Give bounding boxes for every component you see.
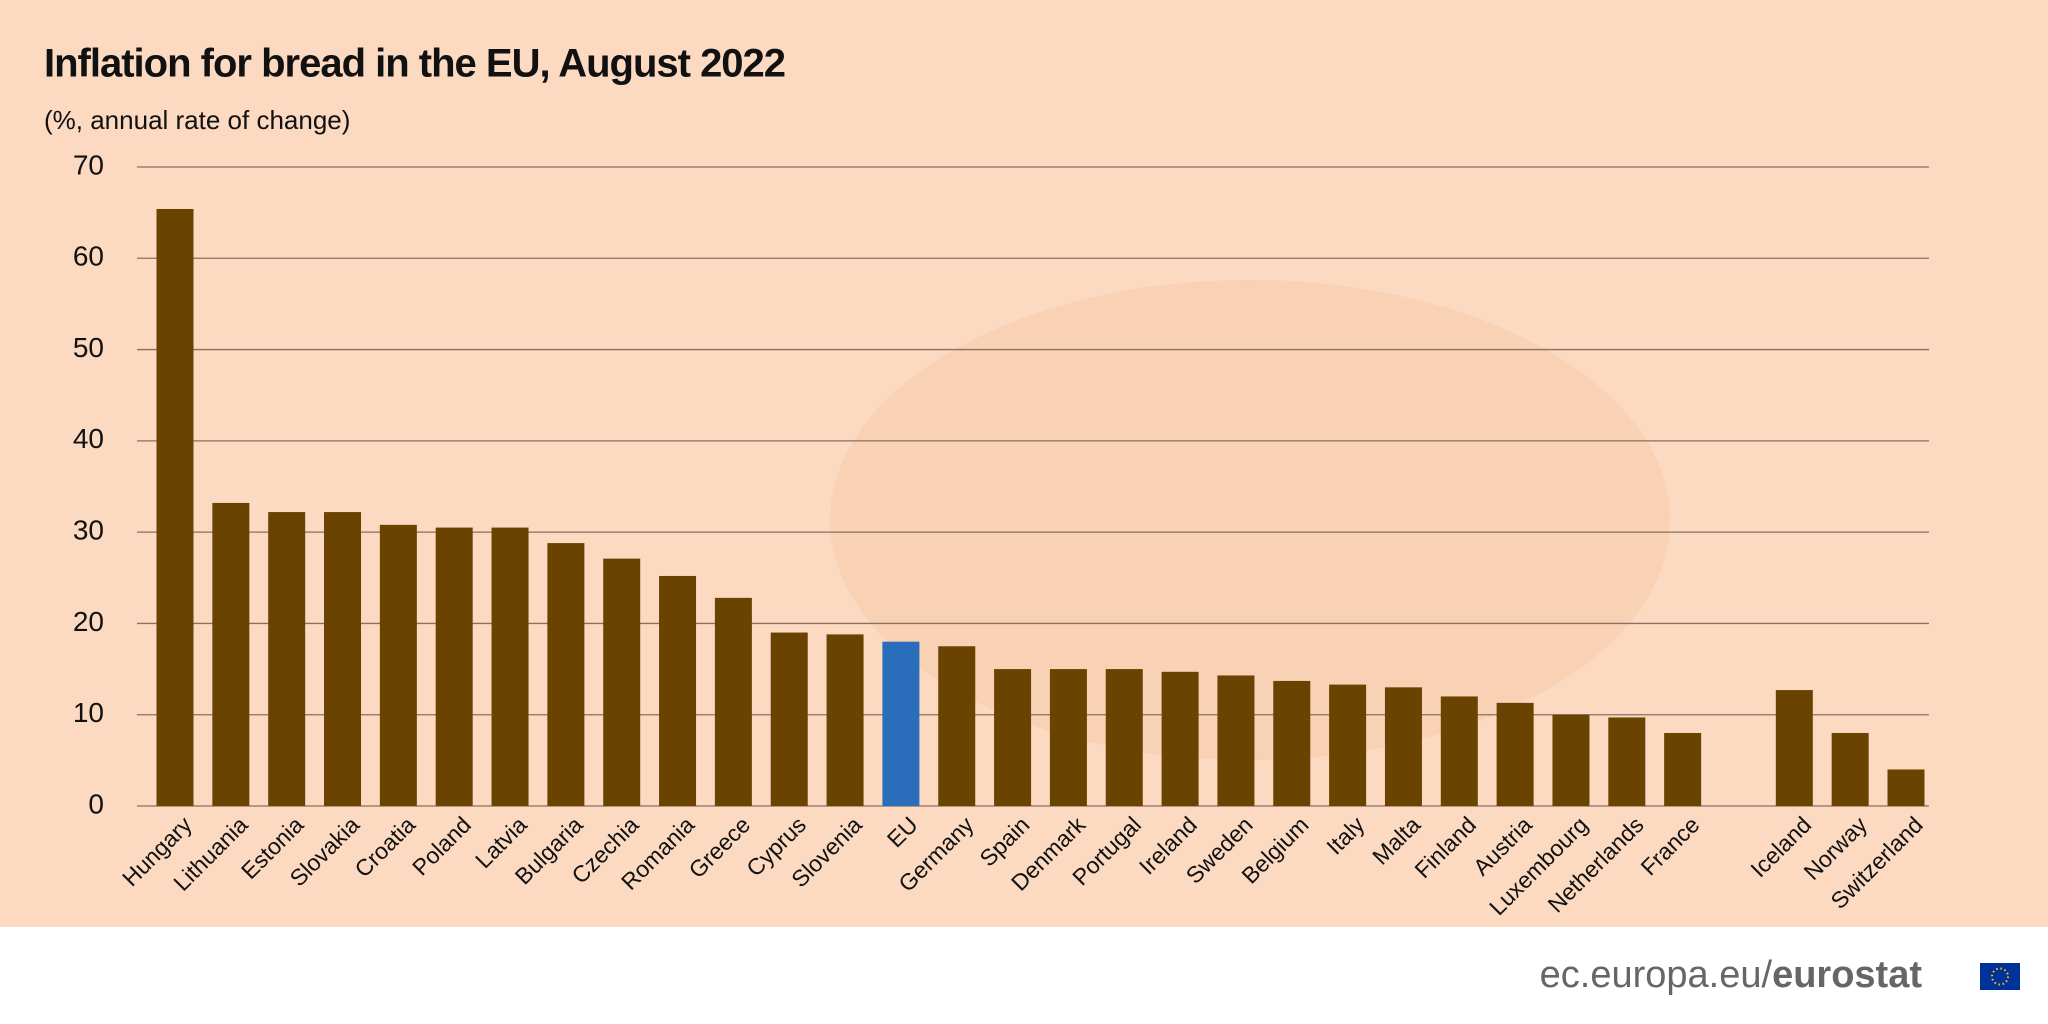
- bar: [1664, 732, 1702, 806]
- bar: [1831, 732, 1869, 806]
- y-tick-label: 20: [73, 606, 104, 637]
- bar: [379, 524, 417, 806]
- bar: [491, 527, 529, 806]
- bar: [1775, 690, 1813, 806]
- bar: [1329, 684, 1367, 806]
- bar: [212, 502, 250, 806]
- bar: [938, 646, 976, 806]
- y-tick-label: 40: [73, 423, 104, 454]
- bar: [826, 634, 864, 806]
- bar: [1608, 717, 1646, 806]
- bar: [659, 575, 697, 806]
- bar: [1496, 702, 1534, 806]
- y-tick-label: 70: [73, 149, 104, 180]
- bar: [268, 512, 306, 806]
- bar: [547, 543, 585, 806]
- bar: [994, 669, 1032, 806]
- bar: [714, 597, 752, 806]
- eu-flag-stars: [1991, 967, 2009, 986]
- bar: [1049, 669, 1087, 806]
- bar: [1887, 769, 1925, 806]
- bar: [1552, 714, 1590, 806]
- bar: [435, 527, 473, 806]
- y-tick-label: 50: [73, 332, 104, 363]
- chart-title: Inflation for bread in the EU, August 20…: [44, 42, 785, 86]
- y-tick-label: 60: [73, 241, 104, 272]
- footer-brand: eurostat: [1772, 954, 1922, 996]
- footer-text: ec.europa.eu/eurostat: [1540, 954, 1923, 996]
- chart-subtitle: (%, annual rate of change): [44, 105, 350, 135]
- bar: [324, 512, 362, 806]
- bar: [882, 641, 920, 806]
- y-tick-label: 30: [73, 515, 104, 546]
- background-illustration: [830, 280, 1670, 760]
- footer-url: ec.europa.eu/: [1540, 954, 1773, 996]
- bar: [1273, 680, 1311, 806]
- bar: [1440, 696, 1478, 806]
- bar: [770, 632, 808, 806]
- bar: [1217, 675, 1255, 806]
- bar: [156, 208, 194, 806]
- y-tick-label: 0: [88, 788, 104, 819]
- bar: [1105, 669, 1143, 806]
- bar: [1384, 687, 1422, 806]
- bar: [1161, 671, 1199, 806]
- eu-flag: [1980, 963, 2020, 990]
- bar: [603, 558, 641, 806]
- y-tick-label: 10: [73, 697, 104, 728]
